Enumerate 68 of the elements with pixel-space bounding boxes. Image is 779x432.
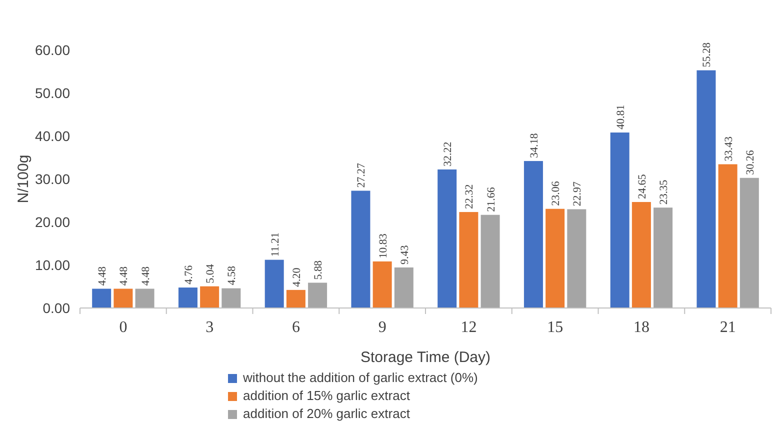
- bar: [308, 282, 328, 308]
- data-label: 22.32: [464, 184, 476, 210]
- x-tick-label: 12: [460, 319, 477, 336]
- x-tick-label: 15: [547, 319, 564, 336]
- y-tick-label: 0.00: [42, 300, 70, 316]
- bar: [286, 290, 306, 308]
- bar: [480, 214, 500, 308]
- bar: [222, 288, 241, 308]
- x-tick-label: 21: [720, 319, 736, 336]
- data-label: 23.06: [550, 180, 562, 206]
- bar: [740, 178, 759, 308]
- bar: [654, 208, 673, 308]
- bar: [438, 169, 457, 308]
- bar: [135, 288, 154, 308]
- data-label: 4.76: [182, 264, 195, 285]
- data-label: 24.65: [636, 174, 648, 200]
- x-tick-label: 6: [292, 319, 300, 336]
- data-label: 21.66: [485, 186, 498, 212]
- data-label: 11.21: [269, 232, 282, 257]
- data-label: 4.58: [226, 266, 238, 286]
- data-label: 27.27: [356, 162, 368, 188]
- legend-label: without the addition of garlic extract (0%): [242, 370, 478, 385]
- bar: [351, 190, 370, 308]
- bar: [546, 208, 565, 308]
- data-label: 9.43: [398, 244, 411, 264]
- bar: [92, 288, 112, 308]
- data-label: 4.48: [118, 266, 130, 286]
- y-tick-label: 30.00: [34, 170, 70, 187]
- x-tick-label: 18: [633, 319, 650, 336]
- bar: [264, 260, 284, 308]
- data-label: 23.35: [658, 179, 670, 205]
- legend-label: addition of 15% garlic extract: [243, 388, 410, 403]
- bar: [696, 70, 716, 308]
- data-label: 4.20: [290, 267, 303, 287]
- bar: [567, 209, 586, 308]
- data-label: 32.22: [442, 142, 454, 166]
- data-label: 10.83: [377, 233, 390, 258]
- y-axis-title: N/100g: [15, 154, 32, 204]
- bar: [394, 267, 414, 308]
- data-label: 34.18: [528, 132, 540, 158]
- bar: [114, 288, 133, 308]
- y-tick-label: 60.00: [34, 42, 70, 58]
- x-axis-title: Storage Time (Day): [360, 349, 491, 366]
- data-label: 33.43: [722, 136, 735, 162]
- data-label: 22.97: [572, 180, 584, 206]
- data-label: 4.48: [96, 266, 109, 286]
- legend-label: addition of 20% garlic extract: [243, 406, 410, 421]
- bar: [459, 212, 478, 308]
- data-label: 5.88: [312, 260, 325, 280]
- y-tick-label: 20.00: [34, 214, 70, 230]
- y-tick-label: 10.00: [34, 256, 70, 273]
- data-label: 5.04: [204, 264, 217, 284]
- y-tick-label: 50.00: [34, 84, 70, 101]
- bar: [372, 261, 392, 308]
- x-tick-label: 3: [206, 319, 214, 336]
- data-label: 4.48: [140, 266, 152, 286]
- data-label: 30.26: [744, 150, 756, 175]
- bar: [718, 164, 738, 308]
- bar: [524, 161, 543, 308]
- data-label: 55.28: [701, 42, 714, 68]
- bar: [200, 286, 220, 308]
- x-tick-label: 0: [119, 319, 128, 336]
- bar: [632, 202, 651, 308]
- x-tick-label: 9: [378, 319, 386, 336]
- y-tick-label: 40.00: [34, 128, 70, 144]
- bar: [610, 132, 630, 308]
- bar: [178, 288, 198, 308]
- data-label: 40.81: [614, 104, 627, 130]
